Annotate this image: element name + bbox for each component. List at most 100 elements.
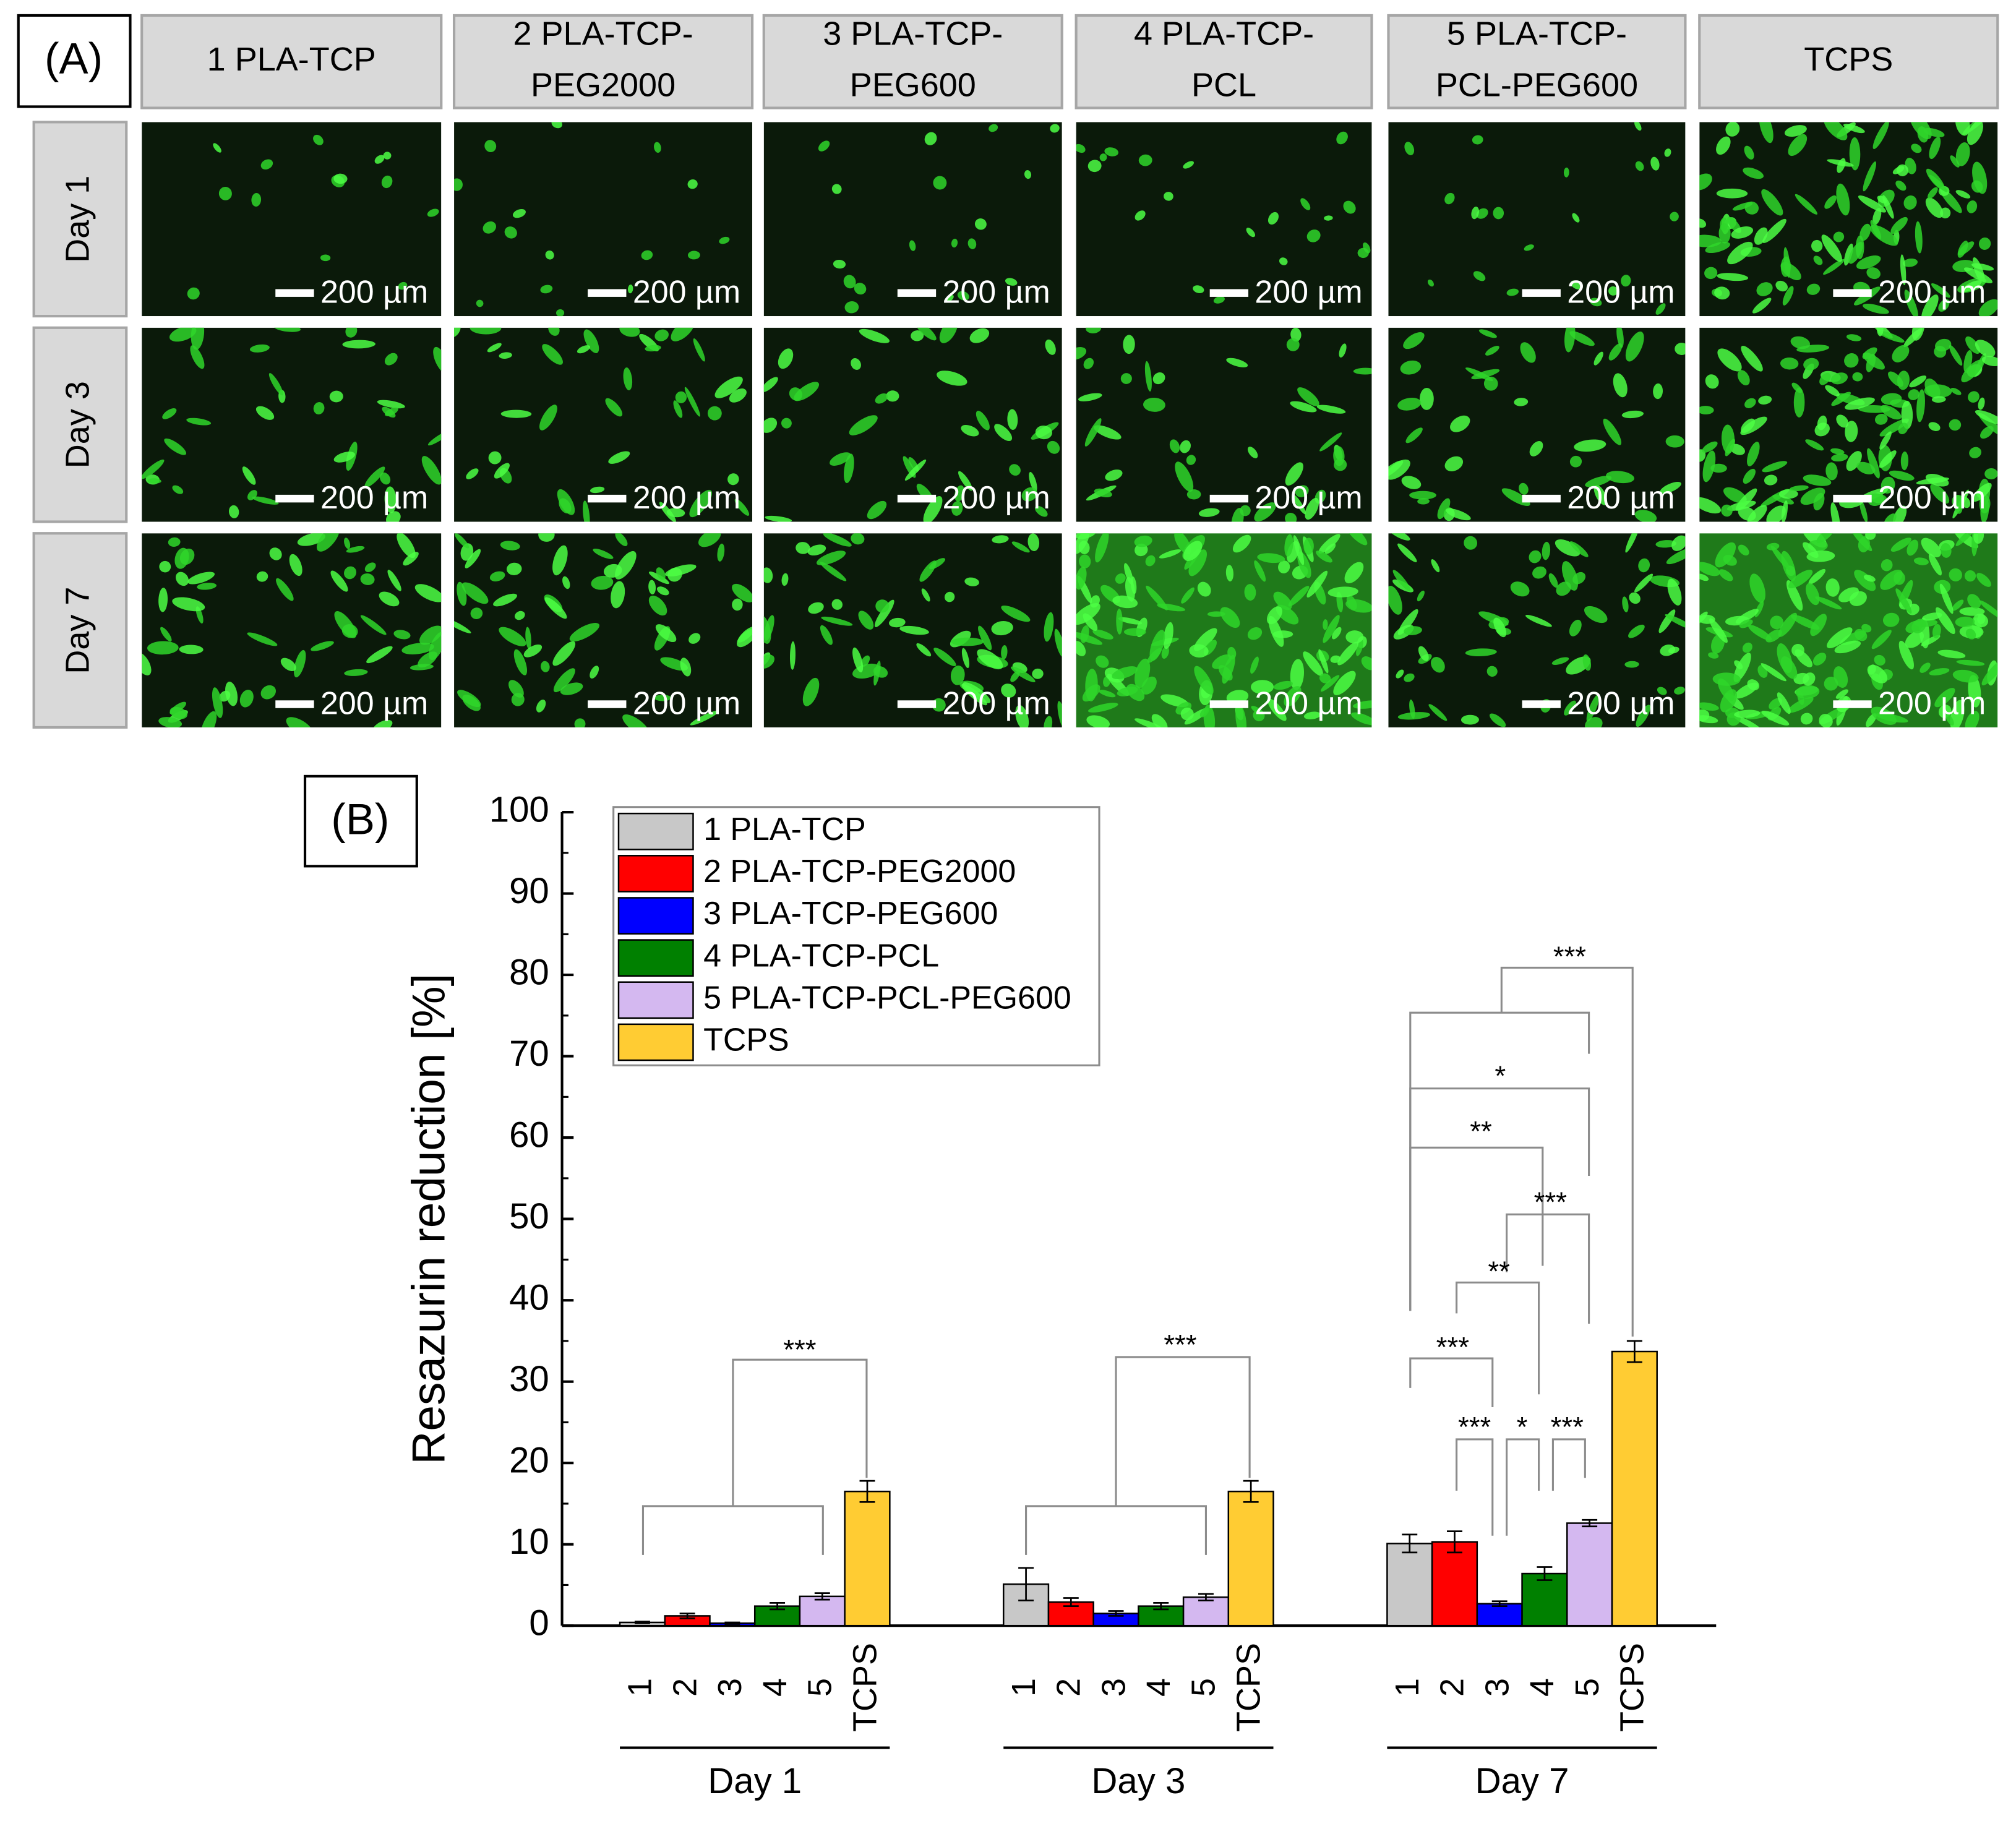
cell (1978, 299, 1998, 317)
cell (1867, 448, 1880, 479)
scale-bar (588, 494, 627, 503)
cell (1080, 625, 1089, 643)
cell (1186, 489, 1201, 500)
cell (212, 687, 223, 718)
scale-bar-label: 200 µm (320, 480, 428, 516)
cell (147, 641, 179, 655)
cell (364, 466, 385, 488)
cell (622, 714, 650, 727)
significance-bracket (641, 1358, 868, 1555)
cell (1001, 683, 1016, 698)
micrograph (1699, 533, 1998, 727)
row-header-box (32, 121, 128, 318)
cell (1288, 586, 1310, 607)
cell (256, 571, 268, 582)
cell (313, 134, 324, 145)
cell (168, 537, 181, 547)
column-header: 5 PLA-TCP- (1447, 15, 1627, 52)
cell (372, 719, 393, 727)
cell (147, 478, 161, 484)
cell (844, 453, 854, 484)
cell (1780, 358, 1799, 370)
cell (950, 665, 965, 685)
cell (1027, 533, 1040, 552)
cell (1838, 587, 1859, 602)
cell (1161, 646, 1169, 659)
cell (552, 641, 576, 666)
cell (1674, 687, 1685, 695)
cell (1625, 331, 1644, 362)
cell (831, 184, 842, 194)
cell (583, 329, 599, 353)
micrograph (1388, 327, 1686, 522)
cell (1737, 370, 1750, 386)
cell (951, 238, 958, 248)
cell (1616, 327, 1624, 348)
significance-label: ** (1470, 1116, 1492, 1147)
cell (1735, 488, 1757, 511)
cell (1622, 596, 1629, 612)
cell (1781, 500, 1788, 522)
cell (1138, 154, 1152, 166)
cell (1949, 419, 1962, 431)
cell (1094, 488, 1112, 498)
cell (1318, 534, 1340, 554)
cell (1967, 594, 1981, 609)
cell (1124, 563, 1133, 585)
cell (433, 346, 442, 374)
cell (346, 546, 365, 553)
cell (1962, 280, 1982, 292)
group-label: Day 1 (708, 1761, 802, 1801)
cell (1319, 432, 1342, 452)
panel-label-box (303, 774, 418, 868)
legend-box (612, 806, 1100, 1066)
cell (1400, 360, 1422, 375)
cell (1635, 161, 1644, 171)
significance-bracket (1025, 1356, 1251, 1555)
cell (1660, 481, 1681, 494)
cell (849, 415, 878, 435)
scale-bar (275, 289, 314, 297)
cell (1194, 666, 1214, 695)
cell (1636, 705, 1651, 727)
cell (1563, 167, 1569, 178)
cell (460, 543, 474, 561)
cell (488, 451, 502, 465)
cell (1670, 212, 1679, 221)
cell (781, 418, 792, 429)
cell (656, 567, 666, 580)
micrograph (142, 327, 442, 522)
cell (1932, 623, 1941, 639)
cell (1021, 487, 1037, 502)
error-bar (1198, 1593, 1214, 1601)
bar (1611, 1350, 1658, 1627)
cell (1879, 418, 1909, 437)
cell (915, 327, 937, 341)
cell (833, 259, 846, 269)
cell (190, 345, 205, 369)
cell (727, 473, 739, 486)
cell (1548, 573, 1558, 588)
cell (1892, 345, 1910, 362)
cell (1734, 709, 1761, 718)
cell (1913, 557, 1929, 565)
cell (1225, 565, 1233, 581)
cell (1551, 657, 1569, 665)
cell (1723, 555, 1737, 566)
scale-bar-label: 200 µm (943, 685, 1050, 721)
bar (1182, 1596, 1230, 1627)
cell (1777, 692, 1791, 714)
cell (1865, 533, 1876, 540)
cell (684, 387, 700, 417)
scale-bar (1833, 289, 1872, 297)
cell (1954, 495, 1963, 514)
cell (1035, 426, 1052, 440)
cell (1086, 715, 1110, 727)
cell (1220, 607, 1240, 628)
cell (508, 680, 524, 698)
cell (1212, 654, 1232, 669)
error-bar (770, 1602, 786, 1611)
cell (1830, 372, 1848, 385)
cell (1486, 666, 1498, 677)
cell (1035, 505, 1048, 517)
